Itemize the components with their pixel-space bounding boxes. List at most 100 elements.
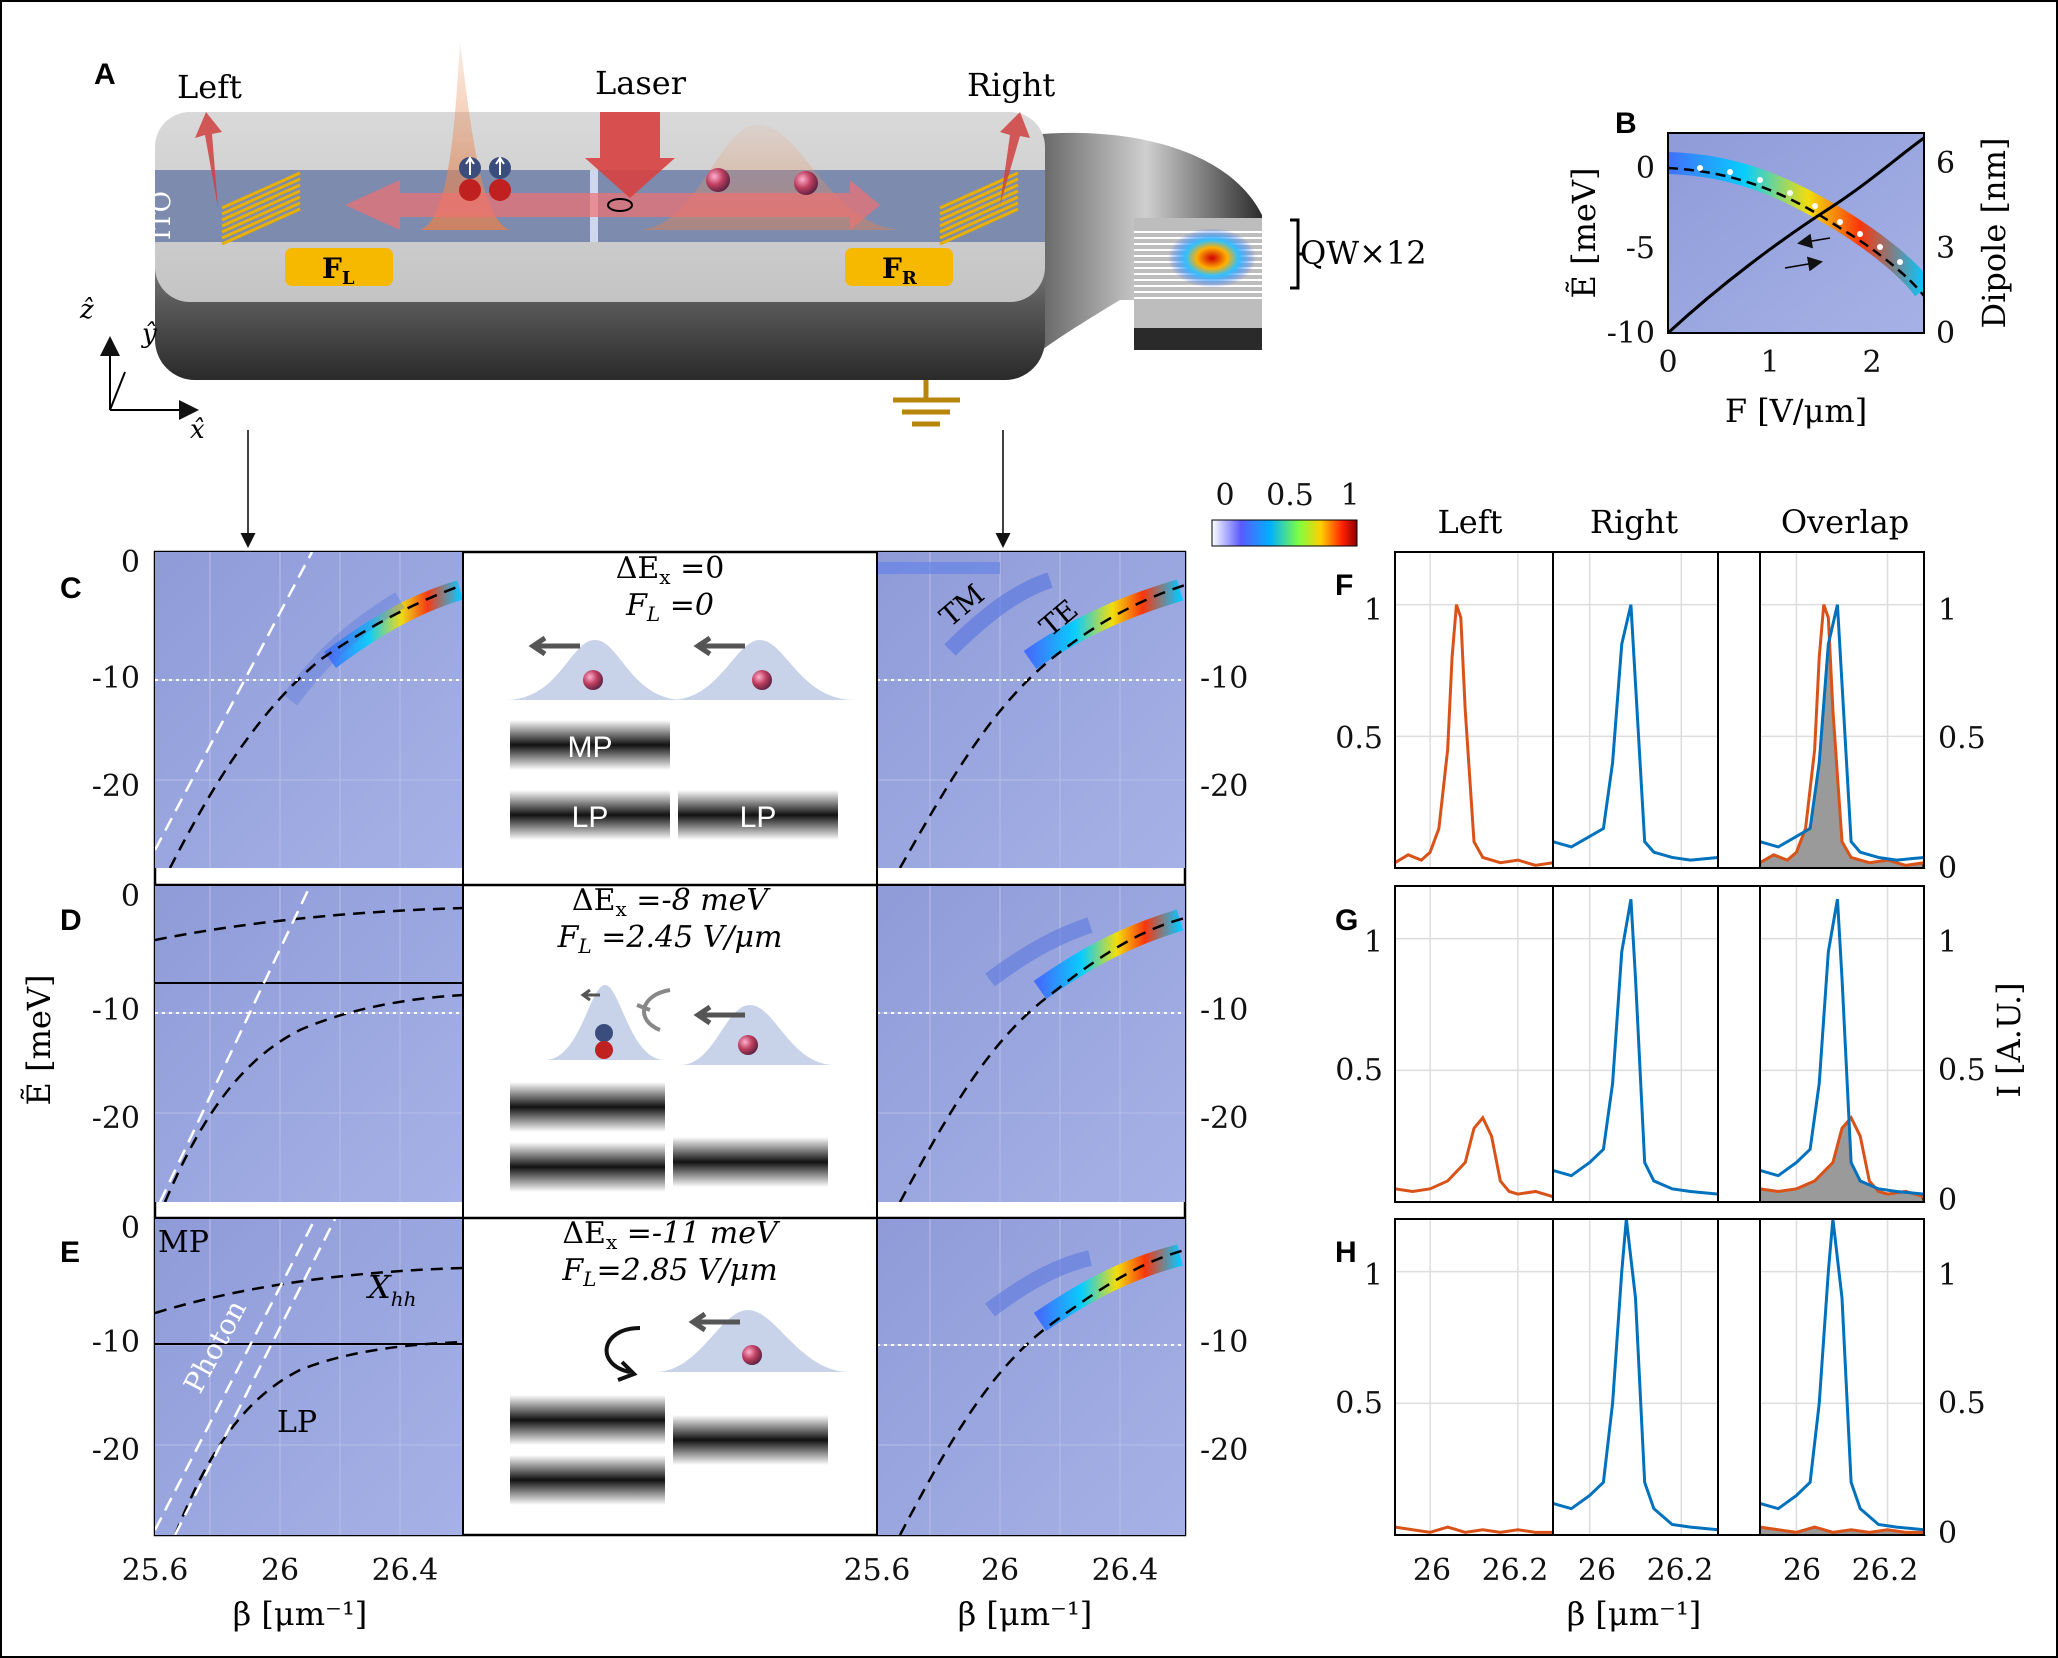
- b-xlabel: F [V/μm]: [1725, 392, 1867, 430]
- panel-d-left-spectrum: [155, 886, 463, 1202]
- ytick: -10: [1200, 993, 1248, 1028]
- ytick: 1: [1364, 925, 1383, 960]
- label-laser: Laser: [595, 64, 687, 102]
- b-xtick: 2: [1862, 345, 1881, 380]
- ytick: -10: [92, 661, 140, 696]
- b-ylabel: Ẽ [meV]: [1565, 168, 1603, 299]
- ytick: -20: [92, 769, 140, 804]
- fgh-y2label: I [A.U.]: [1990, 982, 2028, 1097]
- spectrum-spacer: [1717, 1218, 1761, 1536]
- series-line-left: [1759, 1525, 1924, 1534]
- schematic-e-dex: ΔEx =-11 meV: [562, 1216, 781, 1254]
- y2tick: 0: [1938, 1183, 1957, 1218]
- box-label: MP: [568, 731, 613, 764]
- grating-left: [221, 171, 301, 246]
- polariton-ball: [706, 168, 730, 192]
- propagation-arrow: [345, 180, 880, 230]
- b-ytick: -5: [1626, 231, 1655, 266]
- ytick: -20: [92, 1433, 140, 1468]
- wavepacket-left: [545, 985, 665, 1060]
- arrow-left-icon: [688, 1311, 740, 1333]
- electrode-fr: [845, 248, 953, 286]
- ytick: 0: [121, 879, 140, 914]
- mode-box-lp: [678, 790, 838, 840]
- b-xtick: 1: [1760, 345, 1779, 380]
- arrow-left-icon: [528, 635, 580, 657]
- polariton-ball: [583, 670, 603, 690]
- colorbar-tick: 1: [1340, 478, 1359, 513]
- xtick: 26: [1578, 1553, 1616, 1588]
- ytick: -10: [1200, 661, 1248, 696]
- label-left: Left: [177, 68, 242, 106]
- panel-c-left-spectrum: [155, 552, 463, 868]
- axis-x: x̂: [190, 415, 205, 445]
- reflect-arrow-icon: [604, 1326, 641, 1382]
- schematic-d-dex: ΔEx =-8 meV: [572, 883, 771, 921]
- panel-label-d: D: [60, 904, 82, 937]
- spectrum-axes: [1553, 886, 1718, 1202]
- schematic-d: ΔEx =-8 meV FL =2.45 V/μm: [510, 883, 835, 1192]
- label-mp: MP: [158, 1225, 209, 1260]
- ytick: -10: [92, 993, 140, 1028]
- ytick: -10: [92, 1325, 140, 1360]
- panel-d-right-spectrum: [877, 886, 1185, 1202]
- panel-label-e: E: [60, 1236, 80, 1269]
- polariton-ball: [738, 1035, 758, 1055]
- ito-label: ITO: [147, 191, 177, 240]
- ground-symbol: [893, 380, 960, 427]
- mode-box: [673, 1137, 828, 1187]
- substrate: [1134, 328, 1262, 350]
- device-illustration: FL FR ITO QW×12 Left Laser Right ẑ ŷ x̂: [79, 42, 1427, 548]
- mode-box: [510, 1082, 665, 1132]
- cde-xticks: 25.6 26 26.4 25.6 26 26.4: [122, 1553, 1159, 1588]
- panel-label-c: C: [60, 572, 82, 605]
- ytick: 0.5: [1335, 721, 1383, 756]
- column-title-overlap: Overlap: [1781, 503, 1909, 541]
- axis-y: ŷ: [141, 319, 157, 349]
- xtick: 26.2: [1647, 1553, 1714, 1588]
- series-line-left: [1394, 1114, 1554, 1199]
- spectrum-axes: [1760, 1219, 1924, 1535]
- schematic-c-dex: ΔEx =0: [616, 551, 725, 589]
- xtick: 25.6: [844, 1553, 911, 1588]
- ytick: -20: [92, 1101, 140, 1136]
- panel-e-left-spectrum: [155, 1219, 463, 1535]
- b-y2tick: 6: [1936, 146, 1955, 181]
- data-points: [1697, 165, 1903, 265]
- right-emission-arrow: [1000, 112, 1030, 205]
- spectrum-spacer: [1717, 885, 1761, 1203]
- y2tick: 0: [1938, 1516, 1957, 1551]
- cde-ylabel: Ẽ [meV]: [20, 975, 58, 1106]
- xtick: 26: [1413, 1553, 1451, 1588]
- panel-label-g: G: [1335, 904, 1358, 937]
- schematic-e: ΔEx =-11 meV FL=2.85 V/μm: [510, 1216, 850, 1505]
- mode-box: [510, 1395, 665, 1445]
- polariton-ball: [752, 670, 772, 690]
- mode-box-lp: [510, 790, 670, 840]
- column-title-right: Right: [1590, 503, 1678, 541]
- cde-right-yticks: -10 -20 -10 -20 -10 -20: [1200, 661, 1248, 1468]
- dipole-axis-pointer: [1784, 256, 1823, 272]
- fgh-xlabel: β [μm⁻¹]: [1567, 1595, 1702, 1633]
- spectrum-axes: [1553, 552, 1718, 868]
- ytick: 0.5: [1335, 1386, 1383, 1421]
- spectrum-axes: [1553, 1219, 1718, 1535]
- qw-label: QW×12: [1300, 234, 1427, 272]
- electrode-fl: [285, 248, 393, 286]
- ytick: -20: [1200, 1433, 1248, 1468]
- y2tick: 0.5: [1938, 1386, 1986, 1421]
- xtick: 26.2: [1482, 1553, 1549, 1588]
- label-right: Right: [967, 66, 1055, 104]
- laser-spot: [607, 198, 633, 212]
- panel-label-h: H: [1335, 1236, 1357, 1269]
- b-y2tick: 3: [1936, 231, 1955, 266]
- optical-mode: [1168, 228, 1256, 288]
- laser-arrow: [585, 112, 675, 198]
- y2tick: 1: [1938, 1258, 1957, 1293]
- axis-z: ẑ: [79, 295, 94, 325]
- ytick: -20: [1200, 769, 1248, 804]
- fgh-xticks: 26 26.2 26 26.2 26 26.2: [1413, 1553, 1918, 1588]
- ytick: 1: [1364, 593, 1383, 628]
- cde-xlabel-right: β [μm⁻¹]: [958, 1595, 1093, 1633]
